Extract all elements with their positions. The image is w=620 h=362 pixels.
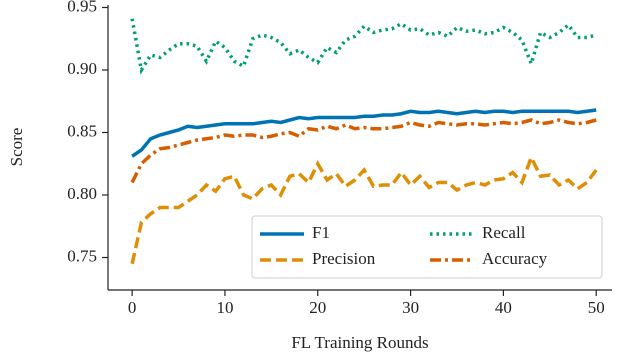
y-tick-label: 0.95 (67, 0, 97, 15)
legend-label: Recall (482, 223, 526, 242)
series-line (130, 118, 597, 184)
x-tick-label: 30 (402, 298, 419, 317)
legend-box (251, 215, 603, 279)
legend-label: Accuracy (482, 249, 548, 268)
y-tick-label: 0.80 (67, 184, 97, 203)
x-tick-label: 40 (495, 298, 512, 317)
x-tick-label: 20 (309, 298, 326, 317)
y-tick-label: 0.75 (67, 246, 97, 265)
y-tick-label: 0.85 (67, 121, 97, 140)
series-line (130, 18, 597, 75)
series-line (130, 153, 598, 265)
y-axis-label: Score (7, 128, 26, 167)
x-tick-label: 50 (588, 298, 605, 317)
legend-label: Precision (312, 249, 376, 268)
x-tick-label: 0 (128, 298, 137, 317)
x-tick-label: 10 (216, 298, 233, 317)
legend-label: F1 (312, 223, 330, 242)
x-axis-label: FL Training Rounds (291, 333, 428, 352)
legend: F1 Recall Precision Accuracy (251, 215, 603, 279)
y-tick-label: 0.90 (67, 59, 97, 78)
series-line (131, 108, 597, 158)
